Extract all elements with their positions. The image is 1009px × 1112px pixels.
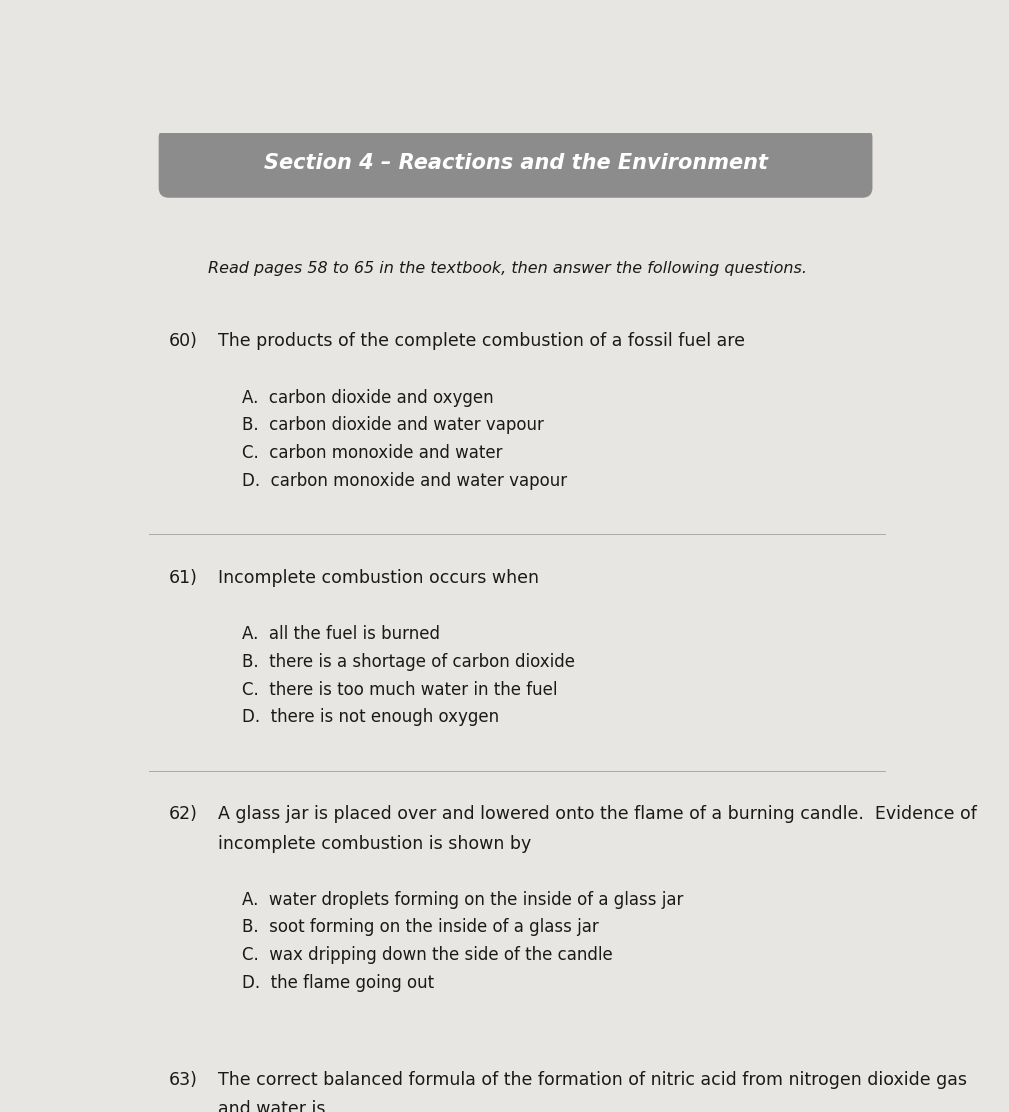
Text: B.  carbon dioxide and water vapour: B. carbon dioxide and water vapour [242, 416, 544, 435]
Text: A.  all the fuel is burned: A. all the fuel is burned [242, 625, 440, 643]
Text: C.  there is too much water in the fuel: C. there is too much water in the fuel [242, 681, 558, 698]
Text: B.  there is a shortage of carbon dioxide: B. there is a shortage of carbon dioxide [242, 653, 575, 671]
FancyBboxPatch shape [158, 128, 873, 198]
Text: and water is: and water is [218, 1100, 325, 1112]
Text: Incomplete combustion occurs when: Incomplete combustion occurs when [218, 569, 539, 587]
Text: A.  carbon dioxide and oxygen: A. carbon dioxide and oxygen [242, 389, 494, 407]
Text: Read pages 58 to 65 in the textbook, then answer the following questions.: Read pages 58 to 65 in the textbook, the… [208, 261, 806, 276]
Text: A glass jar is placed over and lowered onto the flame of a burning candle.  Evid: A glass jar is placed over and lowered o… [218, 805, 977, 823]
Text: 61): 61) [169, 569, 198, 587]
Text: D.  carbon monoxide and water vapour: D. carbon monoxide and water vapour [242, 471, 567, 490]
Text: incomplete combustion is shown by: incomplete combustion is shown by [218, 834, 531, 853]
Text: The products of the complete combustion of a fossil fuel are: The products of the complete combustion … [218, 332, 745, 350]
Text: C.  wax dripping down the side of the candle: C. wax dripping down the side of the can… [242, 946, 613, 964]
Text: Section 4 – Reactions and the Environment: Section 4 – Reactions and the Environmen… [263, 152, 768, 172]
Text: The correct balanced formula of the formation of nitric acid from nitrogen dioxi: The correct balanced formula of the form… [218, 1071, 967, 1089]
Text: D.  the flame going out: D. the flame going out [242, 974, 435, 992]
Text: D.  there is not enough oxygen: D. there is not enough oxygen [242, 708, 499, 726]
Text: B.  soot forming on the inside of a glass jar: B. soot forming on the inside of a glass… [242, 919, 599, 936]
Text: C.  carbon monoxide and water: C. carbon monoxide and water [242, 444, 502, 463]
Text: 63): 63) [169, 1071, 198, 1089]
Text: 60): 60) [169, 332, 198, 350]
Text: A.  water droplets forming on the inside of a glass jar: A. water droplets forming on the inside … [242, 891, 684, 909]
Text: 62): 62) [169, 805, 198, 823]
